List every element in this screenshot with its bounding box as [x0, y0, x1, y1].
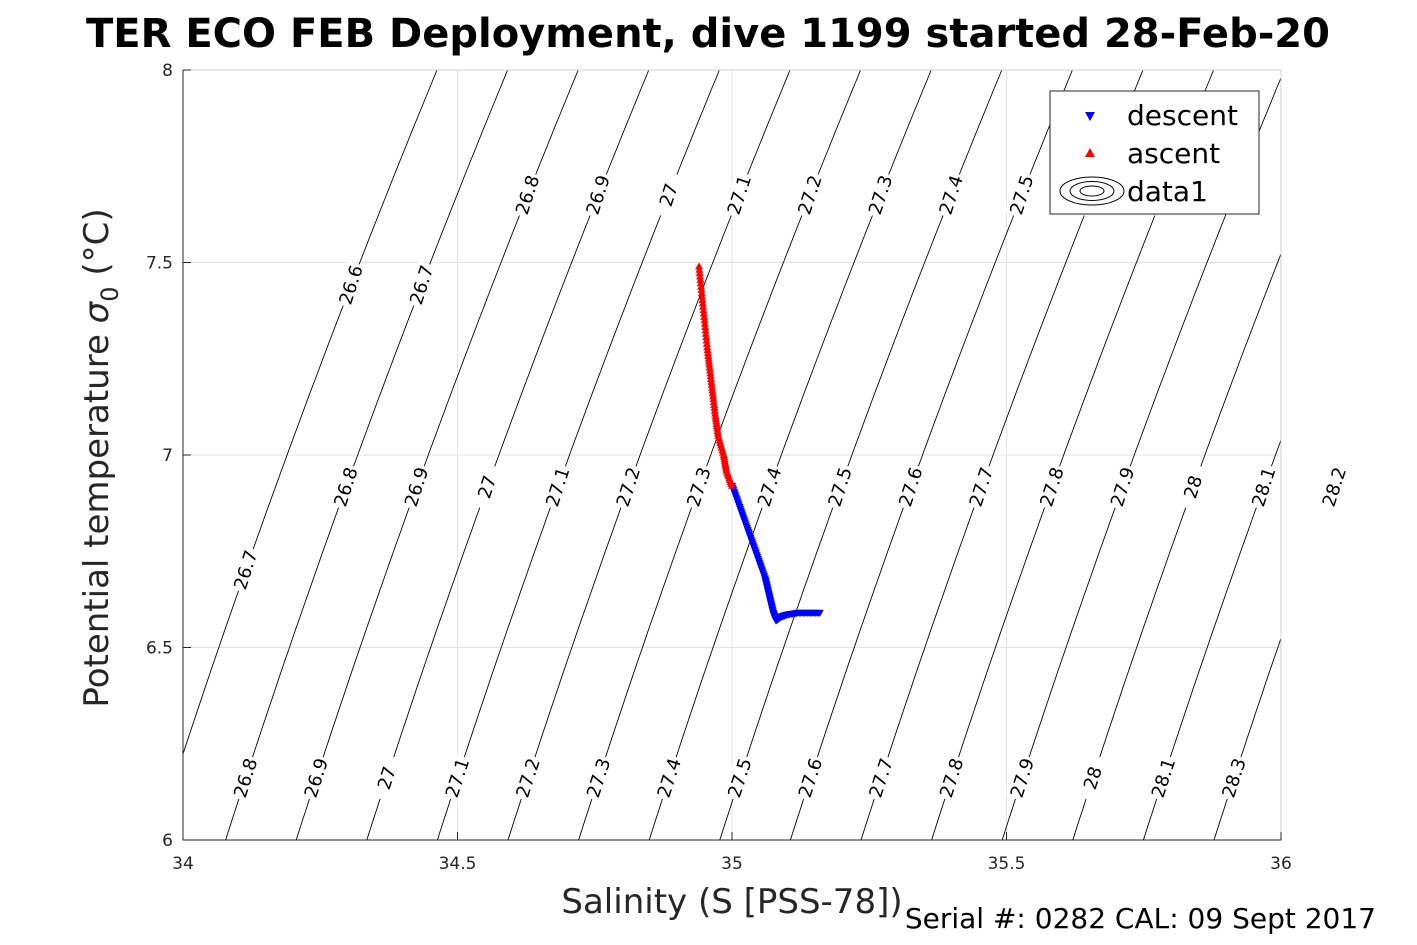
legend-data1-label: data1 [1127, 175, 1208, 208]
ascent-marker [702, 336, 711, 344]
ascent-marker [699, 302, 708, 310]
ascent-marker [696, 272, 705, 280]
contour-label: 27 [469, 462, 505, 512]
ascent-marker [697, 285, 706, 293]
ascent-marker [701, 322, 710, 330]
x-axis-label: Salinity (S [PSS-78]) [561, 882, 902, 922]
contour-label: 26.8 [228, 753, 263, 803]
ascent-marker [696, 279, 705, 287]
data-series [695, 262, 824, 625]
y-axis-label-sigma: σ [77, 300, 117, 323]
ascent-marker [695, 269, 704, 277]
ascent-marker [698, 292, 707, 300]
ascent-marker [700, 316, 709, 324]
contour-label: 26.9 [299, 753, 334, 803]
legend-ascent-label: ascent [1127, 137, 1220, 170]
ascent-marker [699, 306, 708, 314]
y-axis-label-subscript: 0 [96, 286, 124, 301]
y-tick-label: 6.5 [146, 639, 173, 659]
ascent-marker [702, 339, 711, 347]
legend-descent-marker [1085, 112, 1095, 121]
contour-line [225, 70, 509, 840]
y-tick-label: 8 [162, 61, 173, 81]
ascent-marker [697, 289, 706, 297]
legend[interactable]: descent ascent data1 [1049, 90, 1260, 215]
chart-title: TER ECO FEB Deployment, dive 1199 starte… [86, 11, 1330, 57]
y-tick-label: 6 [162, 831, 173, 851]
ascent-marker [696, 275, 705, 283]
x-tick-label: 36 [1270, 854, 1292, 874]
ascent-marker [699, 309, 708, 317]
svg-text:28.2: 28.2 [1319, 465, 1351, 510]
legend-box [1049, 90, 1260, 215]
ascent-marker [697, 282, 706, 290]
ascent-marker [700, 319, 709, 327]
ascent-marker [695, 265, 704, 273]
ascent-marker [701, 326, 710, 334]
x-tick-label: 35 [721, 854, 743, 874]
contour-line [1072, 252, 1281, 840]
contour-line [183, 70, 438, 756]
contour-line [1355, 70, 1417, 840]
ascent-marker [700, 312, 709, 320]
ascent-marker [698, 299, 707, 307]
y-tick-label: 7.5 [146, 254, 173, 274]
contour-label: 28.2 [1317, 462, 1352, 512]
x-tick-label: 35.5 [988, 854, 1026, 874]
y-tick-label: 7 [162, 446, 173, 466]
y-axis-label-unit: (°C) [77, 208, 117, 286]
y-axis-label: Potential temperature σ0 (°C) [77, 208, 124, 707]
y-axis-label-main: Potential temperature [77, 323, 117, 707]
ascent-marker [728, 481, 736, 489]
x-tick-label: 34 [172, 854, 194, 874]
contour-line [1213, 636, 1281, 840]
serial-calibration-note: Serial #: 0282 CAL: 09 Sept 2017 [905, 902, 1376, 935]
axis-ticks: 34 34.5 35 35.5 36 6 6.5 7 7.5 8 [146, 61, 1292, 874]
legend-contour-icon [1059, 176, 1125, 206]
legend-ascent-marker [1085, 148, 1095, 157]
ascent-marker [702, 333, 711, 341]
descent-marker [815, 609, 824, 617]
contour-line [1285, 70, 1417, 840]
contour-line [1142, 438, 1281, 840]
ascent-marker [695, 262, 704, 270]
legend-descent-label: descent [1127, 99, 1238, 132]
ascent-marker [701, 329, 710, 337]
x-tick-label: 34.5 [439, 854, 477, 874]
contour-label: 27.4 [933, 170, 969, 220]
ascent-marker [698, 296, 707, 304]
